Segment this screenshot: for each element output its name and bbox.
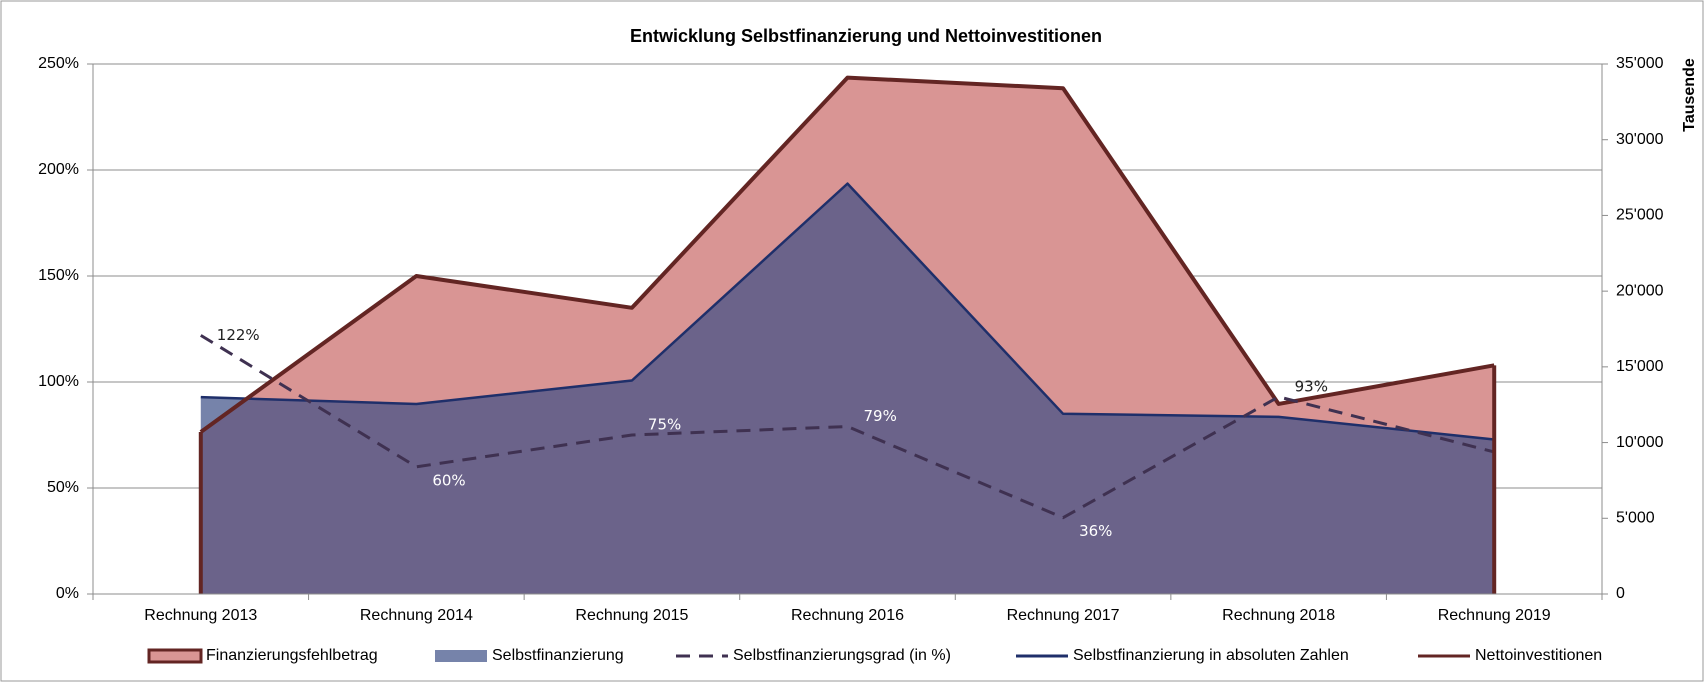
data-label: 36% (1079, 522, 1112, 540)
y2-axis-title: Tausende (1681, 58, 1698, 132)
x-tick-label: Rechnung 2015 (575, 607, 688, 624)
x-tick-label: Rechnung 2014 (360, 607, 473, 624)
line (199, 75, 1495, 434)
data-label: 79% (864, 407, 897, 425)
legend-swatch (147, 648, 203, 664)
y2-tick-label: 35'000 (1616, 55, 1664, 72)
y-tick-label: 250% (38, 55, 79, 72)
y2-tick-label: 30'000 (1616, 131, 1664, 148)
y2-tick-label: 25'000 (1616, 207, 1664, 224)
x-tick-label: Rechnung 2017 (1007, 607, 1120, 624)
area (200, 183, 1495, 594)
y2-tick-label: 10'000 (1616, 434, 1664, 451)
data-label: 122% (217, 326, 260, 344)
legend-label: Selbstfinanzierung (492, 647, 624, 664)
y2-tick-label: 20'000 (1616, 282, 1664, 299)
data-label: 60% (432, 471, 465, 489)
y-tick-label: 0% (56, 585, 79, 602)
data-label: 93% (1295, 377, 1328, 395)
data-label: 67% (1510, 432, 1543, 450)
x-tick-label: Rechnung 2013 (144, 607, 257, 624)
x-tick-label: Rechnung 2018 (1222, 607, 1335, 624)
x-tick-label: Rechnung 2016 (791, 607, 904, 624)
y-tick-label: 50% (47, 479, 79, 496)
line (200, 182, 1495, 441)
y2-tick-label: 0 (1616, 585, 1625, 602)
y-tick-label: 150% (38, 267, 79, 284)
legend-label: Finanzierungsfehlbetrag (206, 647, 378, 664)
legend-label: Nettoinvestitionen (1475, 647, 1602, 664)
y2-tick-label: 5'000 (1616, 510, 1655, 527)
legend-label: Selbstfinanzierungsgrad (in %) (733, 647, 951, 664)
legend-swatch (435, 650, 487, 662)
x-tick-label: Rechnung 2019 (1438, 607, 1551, 624)
legend-label: Selbstfinanzierung in absoluten Zahlen (1073, 647, 1349, 664)
y-tick-label: 200% (38, 161, 79, 178)
chart-title: Entwicklung Selbstfinanzierung und Netto… (630, 26, 1102, 46)
y2-tick-label: 15'000 (1616, 358, 1664, 375)
data-label: 75% (648, 416, 681, 434)
y-tick-label: 100% (38, 373, 79, 390)
